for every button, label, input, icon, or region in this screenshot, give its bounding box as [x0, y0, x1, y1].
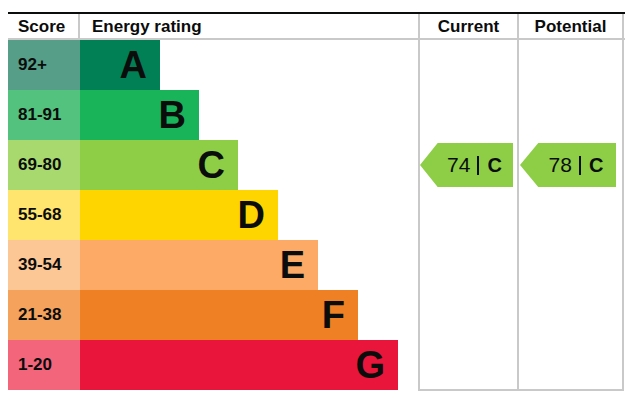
- band-row-a: 92+ A: [8, 40, 398, 90]
- potential-rating-value: 78: [549, 153, 572, 177]
- current-rating-value: 74: [447, 153, 470, 177]
- current-column-divider: [418, 14, 420, 390]
- band-score-range: 21-38: [8, 290, 80, 340]
- band-bar: A: [80, 40, 160, 90]
- band-bar: F: [80, 290, 358, 340]
- band-score-range: 1-20: [8, 340, 80, 390]
- band-row-d: 55-68 D: [8, 190, 398, 240]
- band-score-range: 92+: [8, 40, 80, 90]
- band-letter: D: [238, 194, 278, 236]
- potential-column-divider: [517, 14, 519, 390]
- band-score-range: 55-68: [8, 190, 80, 240]
- current-column-header: Current: [419, 15, 518, 39]
- band-letter: E: [280, 244, 318, 286]
- table-bottom-border: [418, 389, 624, 391]
- band-row-g: 1-20 G: [8, 340, 398, 390]
- score-column-divider: [78, 14, 80, 38]
- table-top-border: [8, 12, 625, 14]
- band-score-range: 81-91: [8, 90, 80, 140]
- band-row-e: 39-54 E: [8, 240, 398, 290]
- band-row-c: 69-80 C: [8, 140, 398, 190]
- separator: [477, 156, 479, 175]
- band-bar: G: [80, 340, 398, 390]
- band-letter: C: [198, 144, 238, 186]
- band-rows: 92+ A 81-91 B 69-80 C 55-68 D 39-54 E 21…: [8, 40, 398, 390]
- energy-rating-column-header: Energy rating: [92, 15, 202, 39]
- score-column-header: Score: [18, 15, 65, 39]
- current-rating-band: C: [487, 154, 501, 177]
- potential-rating-band: C: [589, 154, 603, 177]
- band-letter: F: [322, 294, 358, 336]
- band-bar: C: [80, 140, 238, 190]
- current-rating-arrow: 74 C: [420, 143, 513, 187]
- epc-rating-chart: Score Energy rating Current Potential 92…: [0, 0, 628, 408]
- band-score-range: 39-54: [8, 240, 80, 290]
- band-row-f: 21-38 F: [8, 290, 398, 340]
- band-row-b: 81-91 B: [8, 90, 398, 140]
- potential-column-header: Potential: [518, 15, 623, 39]
- band-letter: A: [120, 44, 160, 86]
- separator: [579, 156, 581, 175]
- band-letter: G: [355, 344, 398, 386]
- band-bar: B: [80, 90, 199, 140]
- band-letter: B: [159, 94, 199, 136]
- table-right-border: [622, 14, 624, 390]
- band-bar: D: [80, 190, 278, 240]
- band-bar: E: [80, 240, 318, 290]
- potential-rating-arrow: 78 C: [520, 143, 616, 187]
- band-score-range: 69-80: [8, 140, 80, 190]
